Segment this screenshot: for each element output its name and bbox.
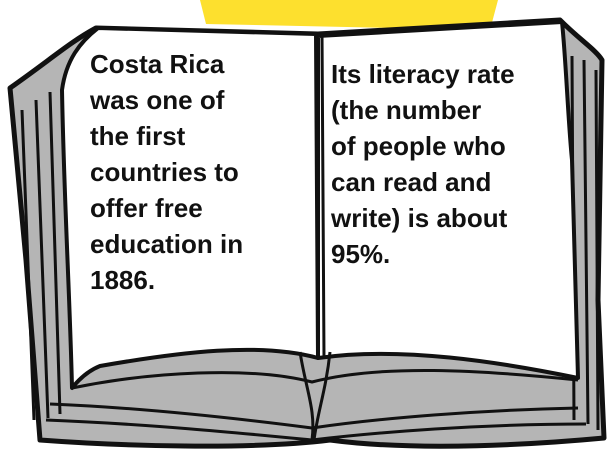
book-spine bbox=[298, 33, 332, 441]
spine-curl bbox=[71, 368, 579, 390]
right-page-text: Its literacy rate (the number of people … bbox=[331, 59, 515, 269]
left-page-text: Costa Rica was one of the first countrie… bbox=[90, 49, 244, 295]
right-page bbox=[316, 20, 580, 380]
left-page bbox=[60, 26, 320, 390]
left-page-edges bbox=[20, 91, 62, 421]
sticky-note bbox=[200, 0, 498, 30]
